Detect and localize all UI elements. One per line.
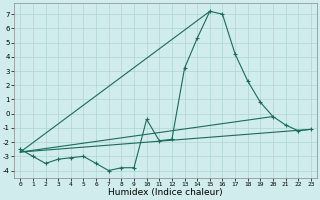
X-axis label: Humidex (Indice chaleur): Humidex (Indice chaleur)	[108, 188, 223, 197]
